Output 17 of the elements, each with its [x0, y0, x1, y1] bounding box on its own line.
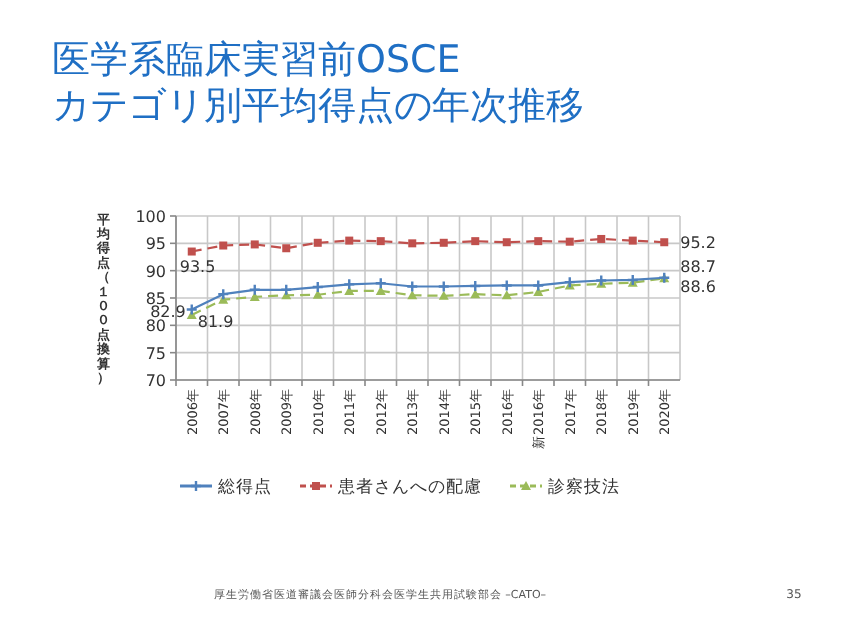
y-tick-label: 85	[145, 290, 166, 308]
data-label: 95.2	[680, 234, 716, 253]
y-tick-label: 70	[145, 372, 166, 390]
y-tick-label: 100	[135, 208, 166, 226]
y-tick-label: 90	[145, 262, 166, 281]
y-tick-label: 95	[145, 235, 166, 254]
data-label: 81.9	[197, 312, 234, 331]
legend-label: 診察技法	[548, 476, 620, 498]
data-label: 93.5	[179, 257, 216, 276]
y-tick-label: 75	[145, 344, 166, 363]
legend-label: 患者さんへの配慮	[336, 476, 482, 498]
legend-label: 総得点	[216, 476, 272, 498]
data-label: 82.9	[150, 303, 186, 322]
chart-title: 医学系臨床実習前OSCE カテゴリ別平均得点の年次推移	[52, 38, 584, 128]
data-label: 88.6	[680, 278, 716, 297]
y-tick-label: 80	[145, 317, 166, 336]
data-label: 88.7	[680, 257, 716, 276]
